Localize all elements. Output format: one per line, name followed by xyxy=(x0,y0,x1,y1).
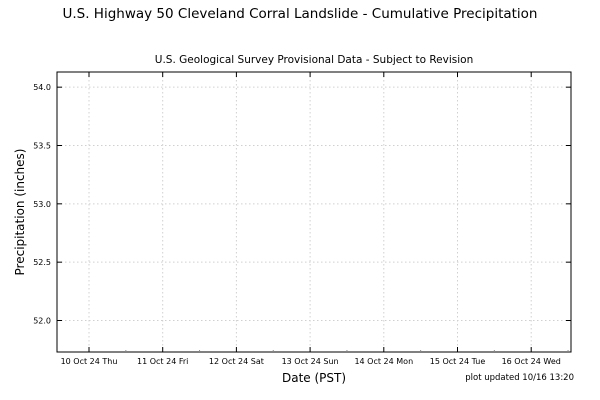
x-tick-label: 13 Oct 24 Sun xyxy=(282,357,339,366)
y-tick-label: 53.5 xyxy=(33,142,51,151)
y-tick-label: 52.5 xyxy=(33,258,51,267)
y-axis-label: Precipitation (inches) xyxy=(13,149,27,276)
grid-lines xyxy=(57,72,571,352)
x-tick-label: 10 Oct 24 Thu xyxy=(61,357,118,366)
x-tick-label: 12 Oct 24 Sat xyxy=(209,357,264,366)
x-axis-label: Date (PST) xyxy=(282,371,346,385)
x-tick-label: 15 Oct 24 Tue xyxy=(430,357,486,366)
y-tick-label: 54.0 xyxy=(33,83,51,92)
y-tick-label: 53.0 xyxy=(33,200,51,209)
x-tick-label: 16 Oct 24 Wed xyxy=(502,357,561,366)
chart-subtitle: U.S. Geological Survey Provisional Data … xyxy=(154,54,474,66)
chart-title: U.S. Highway 50 Cleveland Corral Landsli… xyxy=(62,6,538,22)
x-tick-label: 14 Oct 24 Mon xyxy=(354,357,413,366)
y-tick-label: 52.0 xyxy=(33,317,51,326)
x-tick-label: 11 Oct 24 Fri xyxy=(137,357,188,366)
plot-area-frame xyxy=(56,71,572,353)
plot-updated-note: plot updated 10/16 13:20 xyxy=(465,373,574,383)
axis-ticks: 10 Oct 24 Thu 11 Oct 24 Fri 12 Oct 24 Sat 1… xyxy=(33,72,571,366)
